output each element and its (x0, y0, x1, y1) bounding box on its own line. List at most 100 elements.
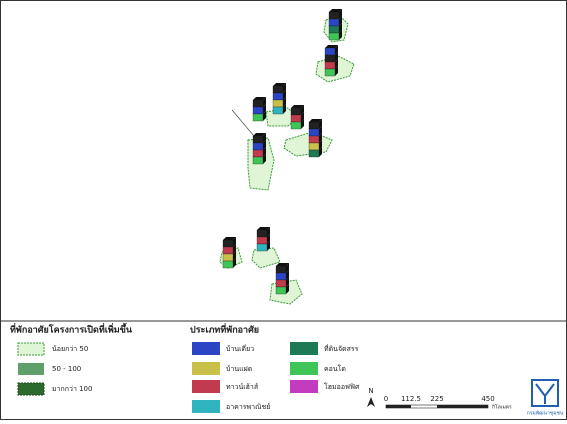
logo-text: กรมพัฒนาชุมชน (527, 411, 564, 417)
block-side (339, 16, 342, 26)
block-face (290, 114, 302, 123)
legend-swatch (290, 342, 318, 355)
block-side (335, 66, 338, 76)
block-side (283, 90, 286, 100)
block-face (272, 92, 284, 101)
block-face (222, 246, 234, 255)
block-face (308, 142, 320, 151)
legend-swatch (17, 342, 45, 356)
block-side (263, 97, 266, 107)
scale-label: 450 (481, 395, 494, 403)
block-face (324, 54, 336, 63)
block-side (301, 119, 304, 129)
scale-label: 0 (384, 395, 388, 403)
block-side (263, 133, 266, 143)
scale-unit: กิโลเมตร (492, 404, 512, 411)
legend-label: บ้านแฝด (226, 365, 252, 373)
block-face (256, 229, 268, 238)
block-face (252, 135, 264, 144)
logo-mark (535, 383, 555, 404)
block-side (263, 111, 266, 121)
block-face (290, 121, 302, 130)
block-face (222, 239, 234, 248)
north-label: N (368, 387, 373, 395)
block-side (301, 112, 304, 122)
block-side (283, 83, 286, 93)
block-face (324, 47, 336, 56)
block-side (267, 241, 270, 251)
block-top (223, 237, 236, 240)
block-side (267, 227, 270, 237)
legend-label: น้อยกว่า 50 (52, 345, 88, 353)
legend-label: อาคารพาณิชย์ (226, 403, 270, 411)
scale-label: 225 (430, 395, 443, 403)
block-side (319, 119, 322, 129)
block-face (308, 121, 320, 130)
block-face (290, 107, 302, 116)
block-top (257, 227, 270, 230)
legend-swatch (290, 362, 318, 375)
block-side (263, 104, 266, 114)
block-face (252, 149, 264, 158)
legend-swatch (192, 342, 220, 355)
legend-label: 50 - 100 (52, 365, 81, 373)
legend-swatch (192, 400, 220, 413)
block-face (308, 128, 320, 137)
block-side (233, 258, 236, 268)
block-top (309, 119, 322, 122)
legend-swatch (17, 382, 45, 396)
block-side (339, 30, 342, 40)
block-top (329, 9, 342, 12)
block-face (275, 279, 287, 288)
block-top (276, 263, 289, 266)
block-top (291, 105, 304, 108)
block-side (301, 105, 304, 115)
legend-swatch (192, 380, 220, 393)
block-side (263, 147, 266, 157)
block-face (328, 18, 340, 27)
block-face (252, 106, 264, 115)
block-face (275, 265, 287, 274)
block-side (283, 104, 286, 114)
legend-label: ทาวน์เฮ้าส์ (226, 383, 259, 391)
block-face (222, 253, 234, 262)
block-side (335, 59, 338, 69)
block-face (252, 99, 264, 108)
block-face (328, 32, 340, 41)
block-side (319, 133, 322, 143)
legend-title: ประเภทที่พักอาศัย (190, 323, 259, 336)
block-face (275, 286, 287, 295)
block-side (286, 284, 289, 294)
block-side (233, 237, 236, 247)
block-side (335, 45, 338, 55)
block-face (256, 243, 268, 252)
block-face (272, 99, 284, 108)
block-side (339, 9, 342, 19)
legend-swatch (18, 363, 44, 375)
block-top (253, 97, 266, 100)
island (251, 247, 281, 269)
legend-title: ที่พักอาศัยโครงการเปิดที่เพิ่มขึ้น (10, 323, 133, 336)
scale-segment (386, 405, 411, 408)
block-side (286, 277, 289, 287)
block-side (319, 147, 322, 157)
block-top (253, 133, 266, 136)
legend-label: คอนโด (324, 364, 346, 373)
block-top (273, 83, 286, 86)
block-face (308, 149, 320, 158)
block-side (335, 52, 338, 62)
block-face (328, 25, 340, 34)
block-face (252, 156, 264, 165)
block-side (319, 140, 322, 150)
legend-label: โฮมออฟฟิศ (324, 382, 360, 391)
legend-label: มากกว่า 100 (52, 385, 92, 393)
scale-label: 112.5 (401, 395, 421, 403)
block-face (275, 272, 287, 281)
block-face (222, 260, 234, 269)
legend-swatch (290, 380, 318, 393)
block-face (256, 236, 268, 245)
legend-label: ที่ดินจัดสรร (324, 344, 359, 353)
legend-label: บ้านเดี่ยว (226, 344, 254, 353)
